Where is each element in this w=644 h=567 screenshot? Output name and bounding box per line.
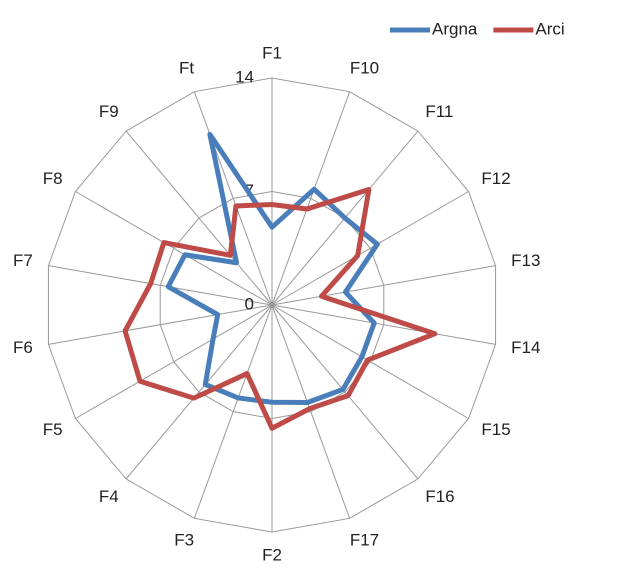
category-label: F16 (425, 487, 454, 506)
category-label: Ft (179, 59, 194, 78)
category-label: F17 (350, 530, 379, 549)
grid-ring (47, 77, 497, 533)
series-line (165, 131, 380, 406)
category-label: F5 (43, 420, 63, 439)
category-label: F10 (350, 59, 379, 78)
category-label: F2 (262, 545, 282, 564)
category-label: F15 (481, 420, 510, 439)
category-label: F3 (174, 530, 194, 549)
legend-label: Argna (432, 19, 478, 38)
category-label: F7 (13, 251, 33, 270)
category-label: F12 (481, 169, 510, 188)
category-label: F9 (99, 102, 119, 121)
category-label: F14 (511, 338, 540, 357)
category-label: F11 (425, 102, 453, 121)
category-label: F4 (99, 487, 119, 506)
grid-ring (159, 190, 385, 420)
r-tick-label: 14 (235, 67, 254, 86)
category-label: F6 (13, 338, 33, 357)
series-line (122, 186, 438, 431)
legend-label: Arci (535, 19, 564, 38)
r-tick-label: 0 (245, 294, 254, 313)
category-label: F1 (262, 43, 282, 62)
category-label: F13 (511, 251, 540, 270)
category-label: F8 (43, 169, 63, 188)
